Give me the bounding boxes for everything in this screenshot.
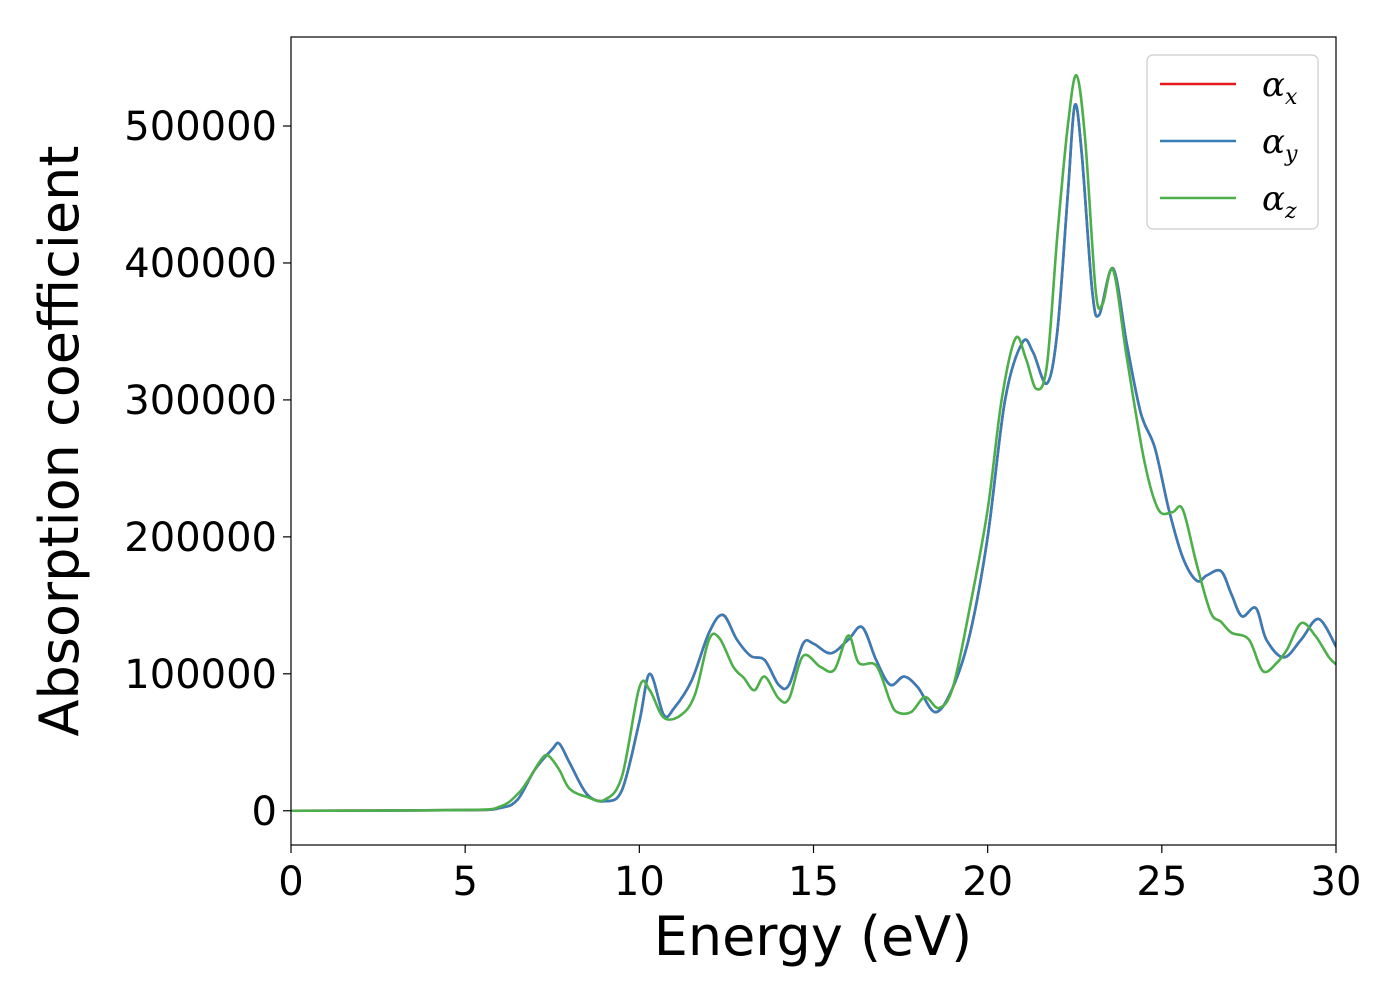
x-tick-label: 5 xyxy=(452,859,477,905)
x-tick-label: 30 xyxy=(1311,859,1362,905)
y-axis-label: Absorption coefficient xyxy=(28,146,91,737)
series-layer xyxy=(291,74,1336,813)
y-tick-label: 500000 xyxy=(124,104,277,150)
x-tick-label: 20 xyxy=(962,859,1013,905)
y-tick-label: 0 xyxy=(252,789,277,835)
x-tick-label: 10 xyxy=(614,859,665,905)
series-line-y xyxy=(291,103,1336,813)
legend: αx αy αz xyxy=(1146,54,1319,230)
series-line-z xyxy=(291,74,1336,813)
y-tick-label: 100000 xyxy=(124,652,277,698)
x-axis-ticks: 0 5 10 15 20 25 30 xyxy=(278,845,1361,905)
legend-label-z: αz xyxy=(1262,179,1297,224)
legend-label-x: αx xyxy=(1262,65,1298,110)
legend-label-y: αy xyxy=(1262,122,1298,167)
x-tick-label: 15 xyxy=(788,859,839,905)
y-axis-ticks: 0 100000 200000 300000 400000 500000 xyxy=(124,104,291,835)
x-axis-label: Energy (eV) xyxy=(654,905,973,968)
x-tick-label: 0 xyxy=(278,859,303,905)
x-tick-label: 25 xyxy=(1136,859,1187,905)
y-tick-label: 400000 xyxy=(124,241,277,287)
y-tick-label: 300000 xyxy=(124,378,277,424)
y-tick-label: 200000 xyxy=(124,515,277,561)
